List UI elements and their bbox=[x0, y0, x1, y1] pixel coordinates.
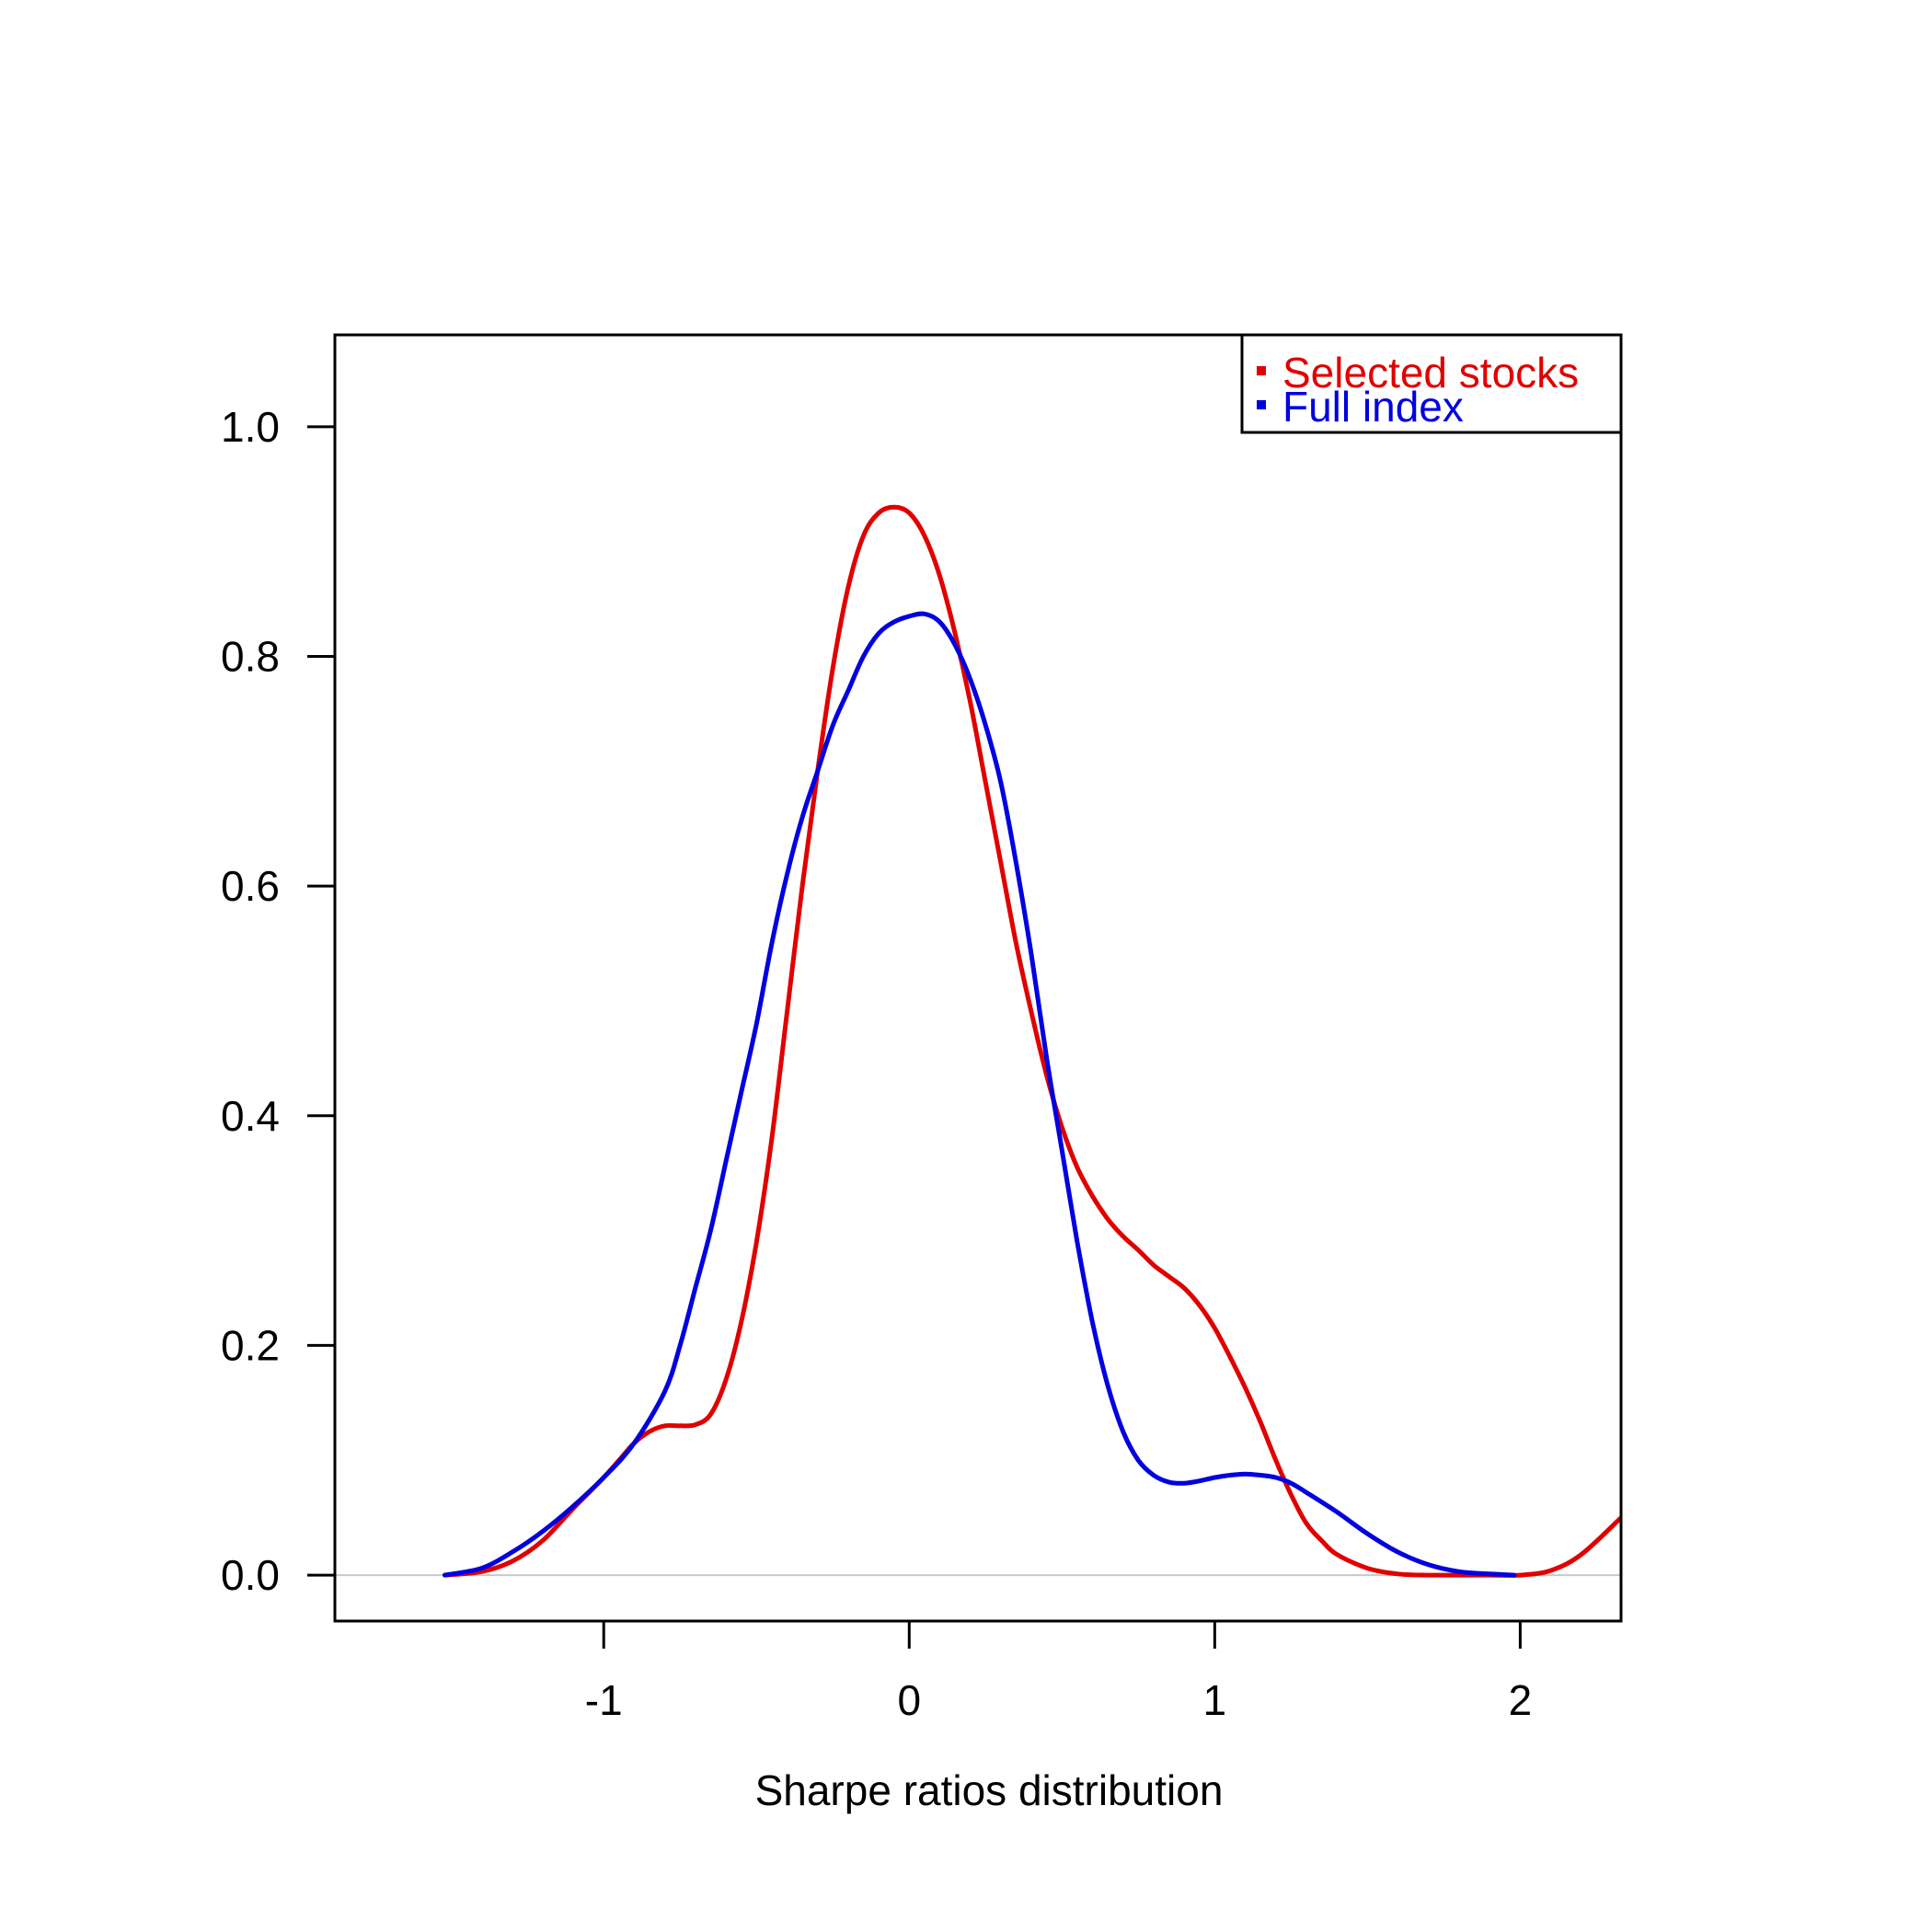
y-tick-label-3: 0.6 bbox=[221, 862, 280, 910]
y-tick-label-0: 0.0 bbox=[221, 1551, 280, 1599]
y-tick-label-2: 0.4 bbox=[221, 1092, 280, 1140]
y-tick-label-4: 0.8 bbox=[221, 633, 280, 681]
x-axis: -1 0 1 2 bbox=[585, 1621, 1532, 1724]
y-tick-label-1: 0.2 bbox=[221, 1321, 280, 1369]
x-axis-label: Sharpe ratios distribution bbox=[755, 1766, 1224, 1814]
x-tick-label-1: 0 bbox=[897, 1676, 921, 1724]
legend-swatch-full-index bbox=[1257, 400, 1266, 409]
legend-swatch-selected-stocks bbox=[1257, 366, 1266, 375]
series-line-selected-stocks bbox=[443, 504, 1621, 1578]
plot-frame bbox=[333, 333, 1623, 1623]
legend-entry-full-index: Full index bbox=[1282, 383, 1464, 431]
y-tick-label-5: 1.0 bbox=[221, 403, 280, 451]
x-tick-label-3: 2 bbox=[1509, 1676, 1533, 1724]
series-layer bbox=[443, 504, 1621, 1578]
x-tick-label-0: -1 bbox=[585, 1676, 623, 1724]
y-axis: 0.0 0.2 0.4 0.6 0.8 1.0 bbox=[221, 403, 335, 1599]
x-tick-label-2: 1 bbox=[1203, 1676, 1227, 1724]
legend-box bbox=[1240, 333, 1623, 434]
legend: Selected stocks Full index bbox=[1240, 333, 1623, 434]
legend-entry-selected-stocks: Selected stocks bbox=[1282, 349, 1579, 397]
series-line-full-index bbox=[443, 611, 1517, 1578]
